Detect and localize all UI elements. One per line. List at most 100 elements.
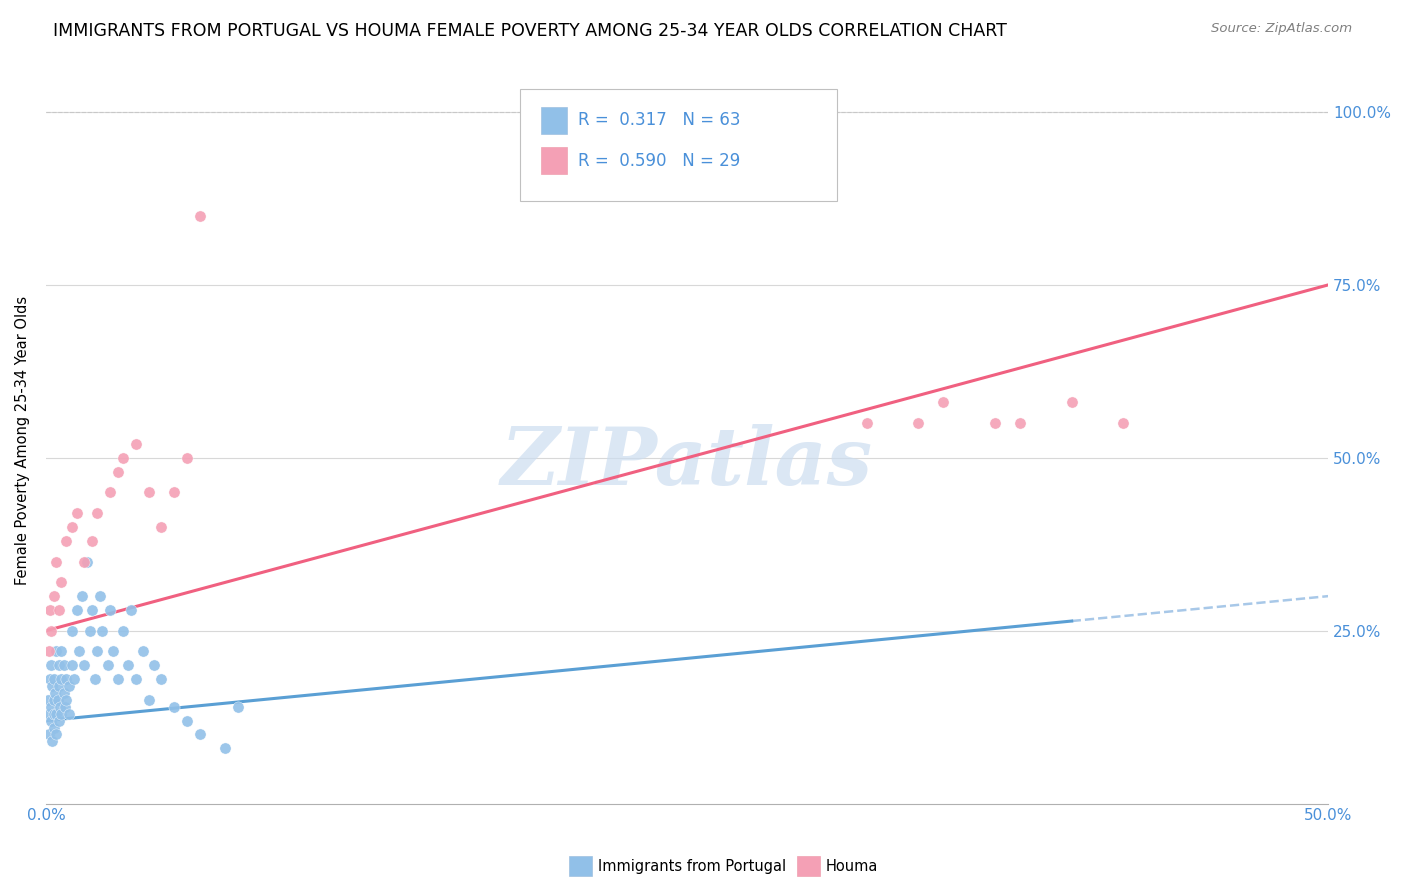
Point xyxy=(176,714,198,728)
Point xyxy=(163,699,186,714)
Point xyxy=(1112,416,1135,430)
Text: Immigrants from Portugal: Immigrants from Portugal xyxy=(598,859,786,873)
Point xyxy=(82,533,104,548)
Point xyxy=(45,706,67,721)
Point xyxy=(150,672,173,686)
Text: Source: ZipAtlas.com: Source: ZipAtlas.com xyxy=(1212,22,1353,36)
Point xyxy=(42,589,65,603)
Point xyxy=(38,706,60,721)
Point xyxy=(52,658,75,673)
Point xyxy=(82,603,104,617)
Point xyxy=(188,727,211,741)
Point xyxy=(58,706,80,721)
Point xyxy=(83,672,105,686)
Point xyxy=(66,603,89,617)
Point xyxy=(163,485,186,500)
Point xyxy=(60,520,83,534)
Point xyxy=(45,644,67,658)
Point xyxy=(38,603,60,617)
Point xyxy=(39,714,62,728)
Point xyxy=(38,672,60,686)
Text: ZIPatlas: ZIPatlas xyxy=(501,424,873,501)
Point xyxy=(89,589,111,603)
Point xyxy=(55,672,77,686)
Point xyxy=(66,506,89,520)
Point xyxy=(125,672,148,686)
Point xyxy=(44,706,66,721)
Point xyxy=(125,437,148,451)
Point xyxy=(51,644,73,658)
Point xyxy=(55,533,77,548)
Point xyxy=(188,209,211,223)
Point xyxy=(226,699,249,714)
Text: R =  0.590   N = 29: R = 0.590 N = 29 xyxy=(578,152,740,169)
Point xyxy=(67,644,90,658)
Point xyxy=(46,693,69,707)
Point xyxy=(48,658,70,673)
Point xyxy=(984,416,1007,430)
Point xyxy=(150,520,173,534)
Point xyxy=(51,706,73,721)
Point xyxy=(855,416,877,430)
Point xyxy=(38,727,60,741)
Point xyxy=(111,624,134,638)
Text: R =  0.317   N = 63: R = 0.317 N = 63 xyxy=(578,112,741,129)
Point xyxy=(51,672,73,686)
Point xyxy=(138,485,160,500)
Point xyxy=(120,603,142,617)
Point xyxy=(48,679,70,693)
Point xyxy=(98,485,121,500)
Point xyxy=(37,693,59,707)
Point xyxy=(39,658,62,673)
Point xyxy=(45,727,67,741)
Point xyxy=(42,693,65,707)
Point xyxy=(79,624,101,638)
Point xyxy=(86,506,108,520)
Point xyxy=(907,416,929,430)
Point xyxy=(91,624,114,638)
Point xyxy=(44,686,66,700)
Point xyxy=(96,658,118,673)
Y-axis label: Female Poverty Among 25-34 Year Olds: Female Poverty Among 25-34 Year Olds xyxy=(15,296,30,585)
Point xyxy=(107,465,129,479)
Point xyxy=(42,672,65,686)
Point xyxy=(39,624,62,638)
Point xyxy=(58,679,80,693)
Point xyxy=(932,395,955,409)
Point xyxy=(111,450,134,465)
Point xyxy=(70,589,93,603)
Point xyxy=(142,658,165,673)
Point xyxy=(55,693,77,707)
Point xyxy=(117,658,139,673)
Point xyxy=(42,721,65,735)
Point xyxy=(48,714,70,728)
Point xyxy=(73,658,96,673)
Point xyxy=(48,603,70,617)
Point xyxy=(39,699,62,714)
Point xyxy=(45,555,67,569)
Point xyxy=(132,644,155,658)
Text: Houma: Houma xyxy=(825,859,877,873)
Point xyxy=(41,679,63,693)
Point xyxy=(52,686,75,700)
Point xyxy=(41,734,63,748)
Point xyxy=(98,603,121,617)
Point xyxy=(107,672,129,686)
Point xyxy=(86,644,108,658)
Point xyxy=(138,693,160,707)
Point xyxy=(176,450,198,465)
Point xyxy=(101,644,124,658)
Point xyxy=(63,672,86,686)
Point xyxy=(60,624,83,638)
Point xyxy=(60,658,83,673)
Text: IMMIGRANTS FROM PORTUGAL VS HOUMA FEMALE POVERTY AMONG 25-34 YEAR OLDS CORRELATI: IMMIGRANTS FROM PORTUGAL VS HOUMA FEMALE… xyxy=(53,22,1007,40)
Point xyxy=(73,555,96,569)
Point xyxy=(51,575,73,590)
Point xyxy=(53,699,76,714)
Point xyxy=(38,644,60,658)
Point xyxy=(49,699,72,714)
Point xyxy=(76,555,98,569)
Point xyxy=(1060,395,1083,409)
Point xyxy=(1010,416,1032,430)
Point xyxy=(214,741,236,756)
